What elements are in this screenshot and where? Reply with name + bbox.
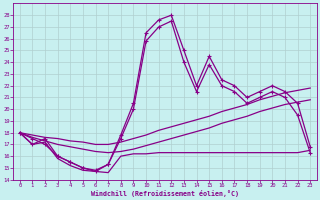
X-axis label: Windchill (Refroidissement éolien,°C): Windchill (Refroidissement éolien,°C) [91,190,239,197]
